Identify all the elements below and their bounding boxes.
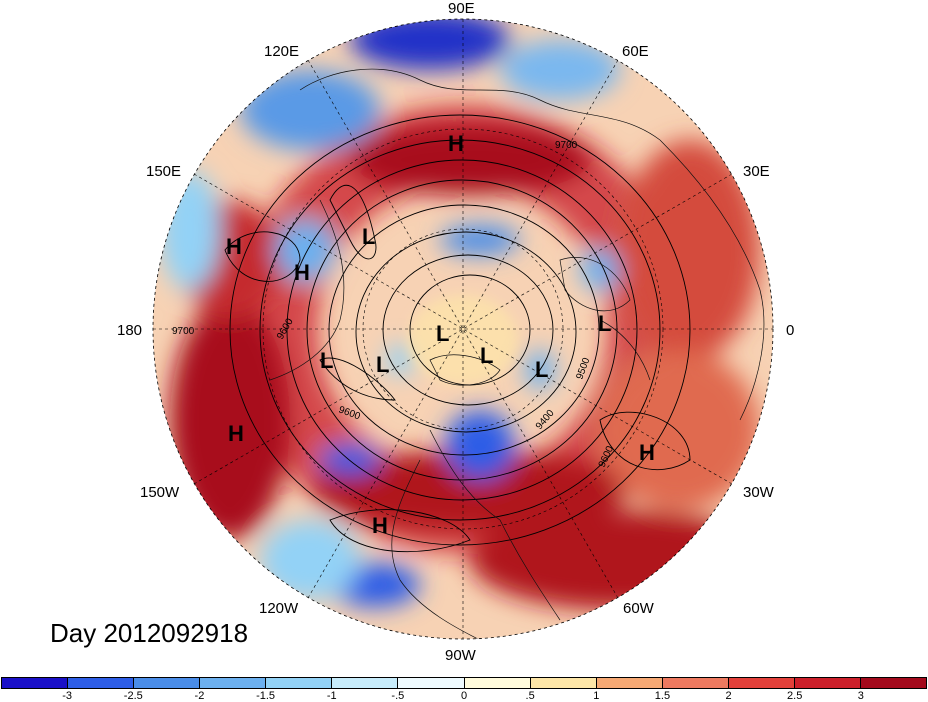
lon-label-30e: 30E (743, 163, 770, 180)
colorbar-swatch (596, 678, 663, 688)
colorbar-swatch (530, 678, 597, 688)
lon-label-90w: 90W (445, 647, 477, 664)
low-center: L (480, 343, 493, 368)
map-border (152, 18, 774, 640)
colorbar-tick-label: 1.5 (654, 690, 671, 702)
contour-label: 9700 (172, 326, 195, 337)
low-center: L (598, 311, 611, 336)
colorbar-swatch (134, 678, 201, 688)
colorbar-tick-label: 2 (725, 690, 732, 702)
low-center: L (376, 352, 389, 377)
colorbar-tick-label: 1 (593, 690, 600, 702)
colorbar-tick-label: -2.5 (123, 690, 143, 702)
colorbar-swatch (861, 678, 927, 688)
lon-label-30w: 30W (743, 484, 775, 501)
contour-label: 9700 (555, 140, 578, 151)
colorbar-ticks: -3 -2.5 -2 -1.5 -1 -.5 0 .5 1 1.5 2 2.5 3 (0, 690, 928, 702)
graticule (153, 19, 773, 639)
high-center: H (226, 234, 242, 259)
lon-label-180: 180 (117, 322, 142, 339)
colorbar-swatch (728, 678, 795, 688)
colorbar-tick-label: 0 (460, 690, 468, 702)
lon-label-150w: 150W (140, 484, 180, 501)
colorbar-swatch (68, 678, 135, 688)
colorbar-swatch (266, 678, 333, 688)
coastlines (269, 68, 765, 639)
high-center: H (448, 131, 464, 156)
colorbar-tick-label: -1 (326, 690, 337, 702)
low-center: L (535, 357, 548, 382)
height-contours (224, 114, 691, 553)
colorbar-swatch (332, 678, 399, 688)
colorbar-tick-label: -.5 (391, 690, 405, 702)
high-center: H (228, 421, 244, 446)
colorbar-swatch (398, 678, 465, 688)
colorbar-tick-label: -2 (194, 690, 205, 702)
colorbar-swatch (2, 678, 69, 688)
lon-label-0: 0 (786, 322, 794, 339)
colorbar-tick-label: -1.5 (256, 690, 276, 702)
high-center: H (639, 440, 655, 465)
colorbar-swatch (794, 678, 862, 688)
lon-label-60w: 60W (623, 600, 655, 617)
colorbar-tick-label: 2.5 (787, 690, 803, 702)
pressure-centers: H H H H H H L L L L L L L (226, 131, 655, 538)
longitude-labels: 90E 60E 120E 30E 150E 0 180 30W 150W 60W… (117, 0, 794, 664)
low-center: L (436, 321, 449, 346)
colorbar-tick-label: 3 (857, 690, 864, 702)
colorbar-swatch (200, 678, 267, 688)
colorbar-swatch (662, 678, 729, 688)
lon-label-150e: 150E (146, 163, 181, 180)
low-center: L (362, 224, 375, 249)
anomaly-field (153, 19, 773, 639)
map-title: Day 2012092918 (50, 618, 249, 648)
lon-label-90e: 90E (448, 0, 475, 17)
high-center: H (294, 260, 310, 285)
lon-label-60e: 60E (622, 43, 649, 60)
colorbar-swatch (464, 678, 531, 688)
low-center: L (320, 348, 333, 373)
colorbar (1, 677, 927, 689)
lon-label-120w: 120W (259, 600, 299, 617)
high-center: H (372, 513, 388, 538)
colorbar-tick-label: .5 (525, 690, 535, 702)
colorbar-tick-label: -3 (62, 690, 73, 702)
polar-map: H H H H H H L L L L L L L 9700 9700 9600… (117, 0, 794, 664)
lon-label-120e: 120E (264, 43, 299, 60)
